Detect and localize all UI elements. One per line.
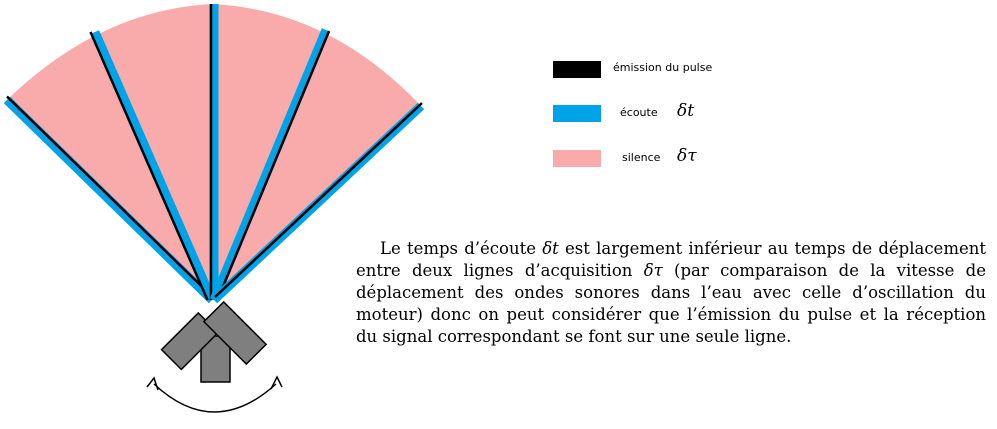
- legend-emission-swatch: [553, 61, 601, 78]
- legend-silence-swatch: [553, 150, 601, 167]
- transducer-housing: [160, 300, 268, 383]
- legend-silence-label: silence: [622, 151, 661, 164]
- housing-right-arm: [202, 300, 268, 366]
- acquisition-line-5: [210, 102, 425, 304]
- legend-listen-swatch: [553, 105, 601, 122]
- legend-listen-symbol: δt: [677, 101, 695, 121]
- acquisition-line-4: [209, 28, 331, 302]
- legend-listen-label: écoute: [620, 106, 658, 119]
- explanation-paragraph: Le temps d’écoute δt est largement infér…: [356, 238, 986, 348]
- oscillation-arrow: [146, 375, 283, 413]
- legend-silence-symbol: δτ: [677, 146, 697, 166]
- paragraph-text-3: (par comparaison de la vitesse de déplac…: [356, 261, 987, 346]
- paragraph-text-2: est largement inférieur au temps de dépl…: [356, 239, 986, 280]
- acquisition-line-2: [89, 30, 217, 302]
- acquisition-line-3: [209, 4, 219, 300]
- paragraph-symbol-silence: δτ: [643, 261, 663, 280]
- acquisition-line-1: [3, 95, 216, 304]
- paragraph-symbol-listen: δt: [542, 239, 559, 258]
- legend-emission-label: émission du pulse: [613, 61, 713, 74]
- paragraph-text-1: Le temps d’écoute: [380, 239, 543, 258]
